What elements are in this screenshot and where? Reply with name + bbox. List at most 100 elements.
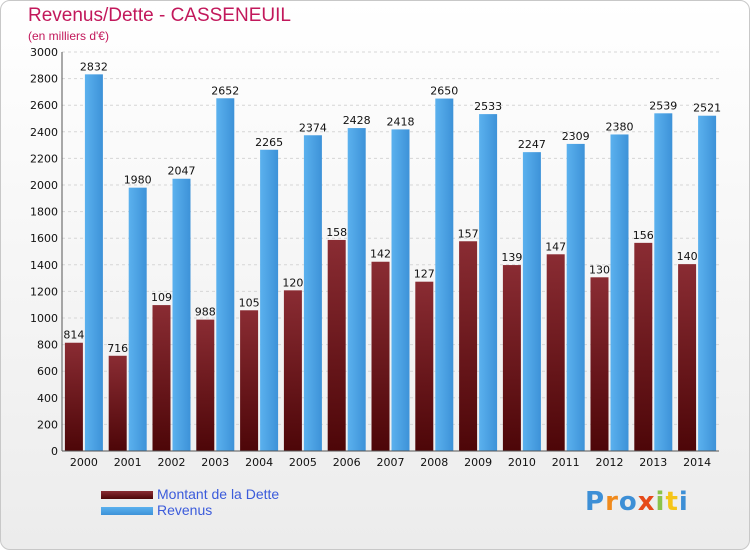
y-tick-label: 2600 [30, 99, 58, 112]
x-tick-label: 2002 [158, 456, 186, 469]
data-label: 140 [677, 250, 698, 263]
y-tick-label: 600 [37, 365, 58, 378]
data-label: 2428 [343, 114, 371, 127]
bar-dette [108, 355, 127, 451]
chart-title: Revenus/Dette - CASSENEUIL [28, 5, 291, 26]
data-label: 130 [589, 263, 610, 276]
y-tick-label: 2000 [30, 179, 58, 192]
bar-revenus [172, 178, 191, 451]
legend-label-revenus: Revenus [157, 502, 213, 518]
bar-dette [327, 239, 346, 451]
legend-label-dette: Montant de la Dette [157, 486, 280, 502]
data-label: 2832 [80, 60, 108, 73]
bar-revenus [479, 114, 498, 452]
bar-revenus [391, 129, 410, 451]
bar-revenus [347, 128, 366, 451]
x-tick-label: 2013 [639, 456, 667, 469]
data-label: 2374 [299, 121, 327, 134]
x-tick-label: 2000 [70, 456, 98, 469]
y-tick-label: 1600 [30, 232, 58, 245]
bar-dette [196, 319, 215, 451]
data-label: 2652 [211, 84, 239, 97]
bar-revenus [216, 98, 235, 451]
proxiti-logo: Proxiti [585, 487, 689, 517]
data-label: 2247 [518, 138, 546, 151]
x-tick-label: 2001 [114, 456, 142, 469]
data-label: 1980 [124, 174, 152, 187]
x-tick-label: 2014 [683, 456, 711, 469]
data-labels: 814 2832 716 1980 109 2047 988 2652 105 2265 120 23… [63, 60, 721, 354]
bar-dette [415, 281, 434, 451]
x-tick-label: 2005 [289, 456, 317, 469]
data-label: 716 [107, 342, 128, 355]
y-tick-label: 2400 [30, 126, 58, 139]
y-tick-label: 800 [37, 339, 58, 352]
grid-lines [62, 51, 719, 452]
bar-dette [459, 241, 478, 451]
y-tick-label: 1200 [30, 285, 58, 298]
data-label: 2418 [387, 115, 415, 128]
data-label: 109 [151, 291, 172, 304]
x-tick-label: 2003 [201, 456, 229, 469]
bar-revenus [698, 115, 717, 451]
bar-dette [64, 342, 83, 451]
data-label: 2047 [168, 165, 196, 178]
y-tick-label: 2800 [30, 73, 58, 86]
data-label: 158 [326, 226, 347, 239]
data-label: 2309 [562, 130, 590, 143]
data-label: 147 [545, 240, 566, 253]
data-label: 988 [195, 306, 216, 319]
bars [64, 74, 717, 452]
x-tick-label: 2008 [420, 456, 448, 469]
data-label: 105 [239, 296, 260, 309]
bar-revenus [610, 134, 629, 451]
data-label: 2380 [606, 120, 634, 133]
logo-letter: i [678, 487, 689, 517]
logo-letter: P [585, 487, 606, 517]
x-tick-label: 2007 [377, 456, 405, 469]
x-tick-label: 2010 [508, 456, 536, 469]
bar-dette [152, 305, 171, 451]
data-label: 2539 [649, 99, 677, 112]
bar-dette [371, 261, 390, 451]
data-label: 127 [414, 268, 435, 281]
legend-swatch-dette [101, 491, 153, 499]
bar-revenus [128, 187, 147, 451]
x-tick-label: 2009 [464, 456, 492, 469]
logo-letter: t [665, 487, 679, 517]
bar-dette [502, 265, 521, 451]
x-tick-label: 2004 [245, 456, 273, 469]
x-tick-label: 2006 [333, 456, 361, 469]
bar-dette [546, 254, 565, 451]
y-tick-label: 1800 [30, 206, 58, 219]
bar-dette [283, 290, 302, 451]
logo-letter: r [605, 487, 619, 517]
bar-revenus [84, 74, 103, 452]
y-tick-label: 3000 [30, 46, 58, 59]
y-tick-label: 0 [51, 445, 58, 458]
logo-letter: i [655, 487, 666, 517]
bar-dette [240, 310, 259, 451]
chart-subtitle: (en milliers d'€) [28, 29, 109, 43]
data-label: 139 [501, 251, 522, 264]
legend-swatch-revenus [101, 507, 153, 515]
data-label: 156 [633, 229, 654, 242]
data-label: 142 [370, 248, 391, 261]
x-tick-label: 2011 [552, 456, 580, 469]
bar-revenus [566, 143, 585, 451]
axes [61, 52, 719, 452]
data-label: 2521 [693, 102, 721, 115]
data-label: 2533 [474, 100, 502, 113]
bar-dette [634, 242, 653, 451]
bar-revenus [260, 149, 279, 451]
bar-revenus [303, 135, 322, 451]
logo-letter: x [637, 487, 656, 517]
bar-dette [590, 277, 609, 451]
y-tick-label: 1400 [30, 259, 58, 272]
data-label: 2650 [430, 85, 458, 98]
data-label: 120 [282, 276, 303, 289]
y-tick-label: 2200 [30, 152, 58, 165]
y-axis-ticks: 0 200 400 600 800 1000 1200 1400 1600 1800 2000 220… [30, 46, 58, 458]
